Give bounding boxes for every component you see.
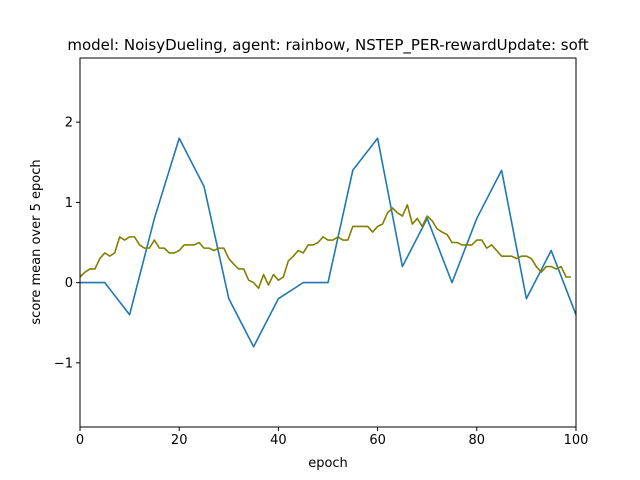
y-tick-label: 1 (65, 196, 73, 211)
x-tick-label: 60 (369, 433, 386, 448)
x-tick-label: 20 (171, 433, 188, 448)
plot-lines (79, 137, 577, 348)
x-tick-label: 0 (76, 433, 84, 448)
x-tick-label: 40 (270, 433, 287, 448)
plot-frame (79, 57, 577, 428)
x-tick-label: 100 (564, 433, 589, 448)
x-axis: 0 20 40 60 80 100 (76, 427, 589, 448)
y-axis-label: score mean over 5 epoch (29, 159, 44, 324)
y-axis: −1 0 1 2 (54, 116, 80, 371)
chart-title: model: NoisyDueling, agent: rainbow, NST… (67, 36, 588, 55)
x-axis-label: epoch (308, 456, 348, 471)
y-tick-label: 2 (65, 116, 73, 131)
y-tick-label: −1 (54, 356, 73, 371)
series-line-1 (80, 137, 577, 348)
x-tick-label: 80 (469, 433, 486, 448)
y-tick-label: 0 (65, 276, 73, 291)
series-line-2 (79, 204, 572, 290)
